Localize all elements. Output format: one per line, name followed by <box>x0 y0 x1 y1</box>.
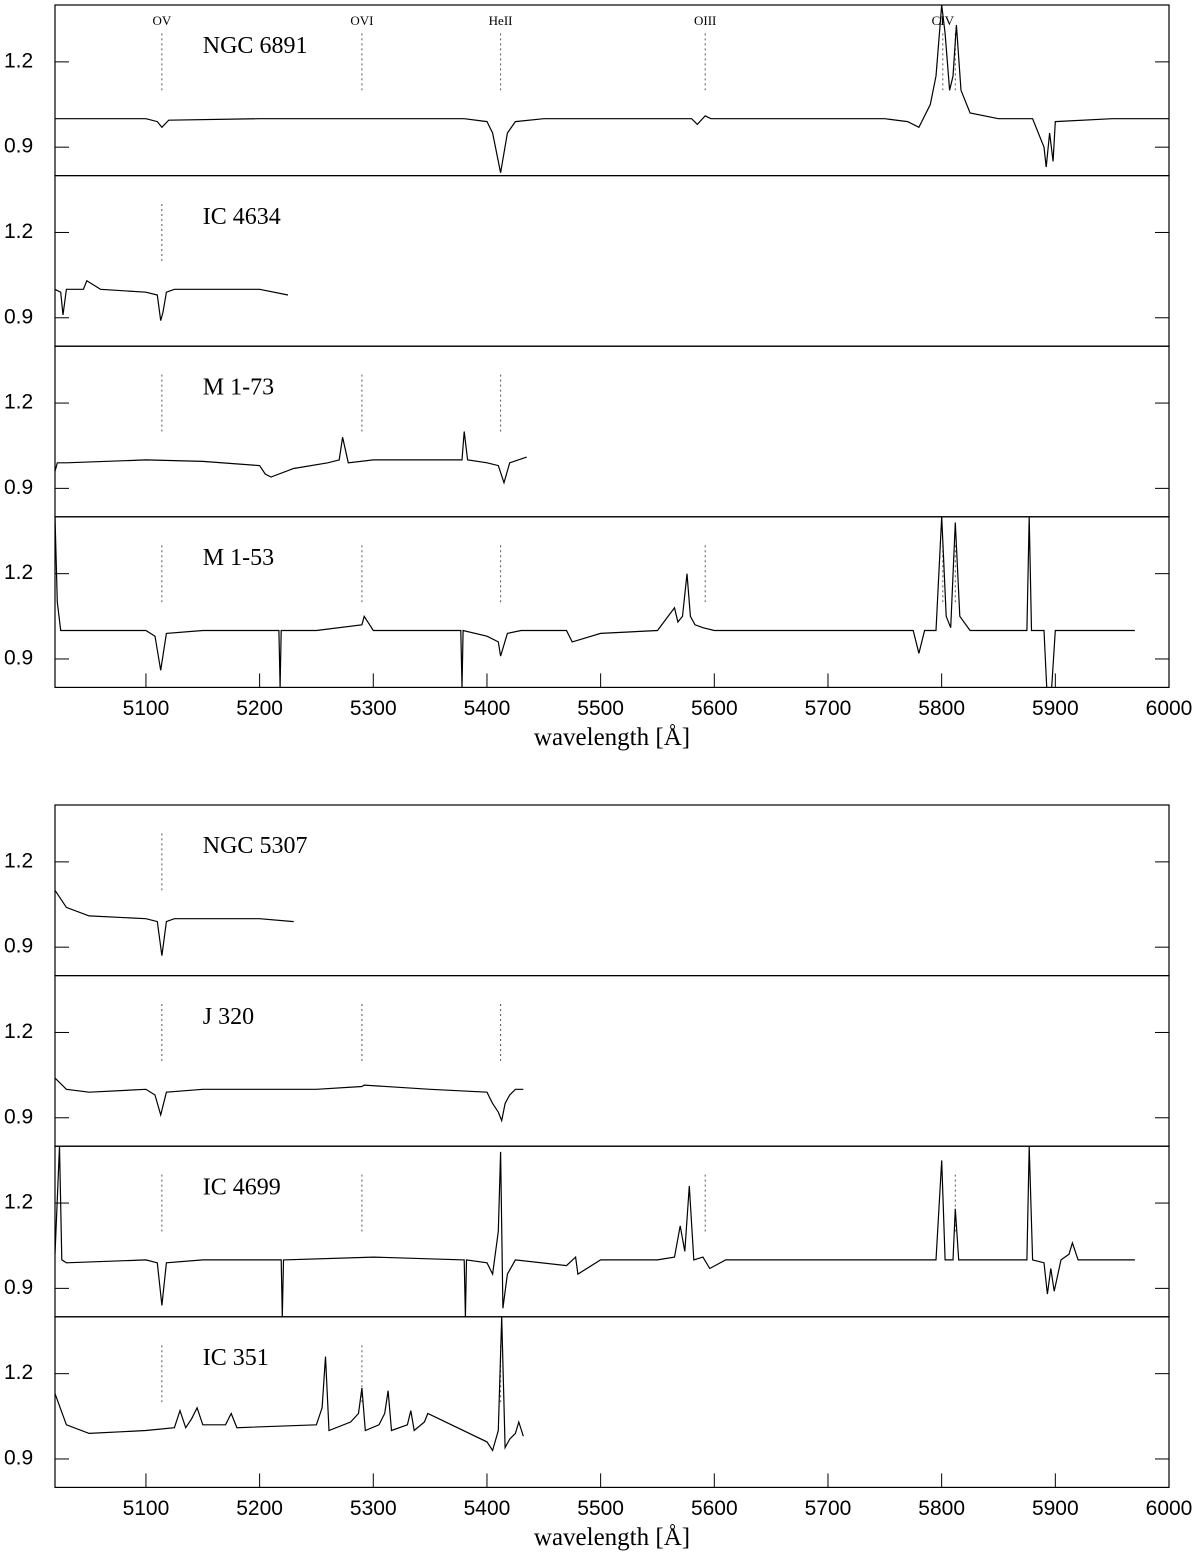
object-name: IC 351 <box>203 1345 269 1371</box>
x-tick-label: 5500 <box>577 697 624 720</box>
x-tick-label: 5400 <box>464 1497 511 1520</box>
object-name: J 320 <box>203 1004 254 1030</box>
x-tick-label: 5700 <box>805 1497 852 1520</box>
y-tick-label: 0.9 <box>4 476 33 499</box>
object-name: NGC 5307 <box>203 833 308 859</box>
y-tick-label: 0.9 <box>4 1276 33 1299</box>
panel-frame <box>54 345 1170 518</box>
y-tick-label: 0.9 <box>4 1105 33 1128</box>
line-id: HeII <box>489 13 513 28</box>
spectrum <box>55 889 294 956</box>
y-tick-label: 0.9 <box>4 1447 33 1470</box>
x-tick-label: 5300 <box>350 1497 397 1520</box>
panel-frame <box>54 1145 1170 1318</box>
panel-frame <box>54 516 1170 688</box>
y-tick-label: 0.9 <box>4 935 33 958</box>
x-tick-label: 5700 <box>805 697 852 720</box>
y-tick-label: 1.2 <box>4 391 33 414</box>
x-tick-label: 5200 <box>236 1497 283 1520</box>
spectrum <box>55 516 1135 688</box>
panel-frame <box>54 974 1170 1147</box>
spectrum <box>55 1316 524 1452</box>
x-tick-label: 5100 <box>123 697 170 720</box>
object-name: IC 4699 <box>203 1174 281 1200</box>
x-tick-label: 5900 <box>1032 697 1079 720</box>
spectrum <box>55 431 527 485</box>
spectrum <box>55 5 1169 173</box>
y-tick-label: 1.2 <box>4 849 33 872</box>
panel-frame <box>54 804 1170 977</box>
x-tick-label: 6000 <box>1146 697 1193 720</box>
y-tick-label: 0.9 <box>4 305 33 328</box>
y-tick-label: 1.2 <box>4 49 33 72</box>
line-id: OVI <box>350 13 373 28</box>
object-name: M 1-73 <box>203 374 274 400</box>
object-name: NGC 6891 <box>203 33 308 59</box>
x-tick-label: 5200 <box>236 697 283 720</box>
panel-frame <box>54 1316 1170 1489</box>
y-tick-label: 1.2 <box>4 561 33 584</box>
object-name: M 1-53 <box>203 545 274 571</box>
x-tick-label: 5800 <box>918 697 965 720</box>
spectrum <box>55 279 289 321</box>
panel-frame <box>54 175 1170 347</box>
x-tick-label: 6000 <box>1146 1497 1193 1520</box>
x-tick-label: 5600 <box>691 1497 738 1520</box>
y-tick-label: 1.2 <box>4 1191 33 1214</box>
x-tick-label: 5100 <box>123 1497 170 1520</box>
y-tick-label: 0.9 <box>4 647 33 670</box>
x-tick-label: 5900 <box>1032 1497 1079 1520</box>
y-tick-label: 1.2 <box>4 1020 33 1043</box>
x-axis-label: wavelength [Å] <box>534 724 690 751</box>
line-id: OV <box>152 13 171 28</box>
y-tick-label: 0.9 <box>4 135 33 158</box>
spectrum <box>55 1146 1135 1317</box>
spectrum <box>55 1077 524 1123</box>
x-tick-label: 5600 <box>691 697 738 720</box>
y-tick-label: 1.2 <box>4 220 33 243</box>
x-tick-label: 5500 <box>577 1497 624 1520</box>
object-name: IC 4634 <box>203 204 281 230</box>
x-tick-label: 5400 <box>464 697 511 720</box>
y-tick-label: 1.2 <box>4 1361 33 1384</box>
line-id: OIII <box>694 13 716 28</box>
panel-frame <box>54 4 1170 177</box>
x-tick-label: 5800 <box>918 1497 965 1520</box>
x-axis-label: wavelength [Å] <box>534 1524 690 1551</box>
x-tick-label: 5300 <box>350 697 397 720</box>
